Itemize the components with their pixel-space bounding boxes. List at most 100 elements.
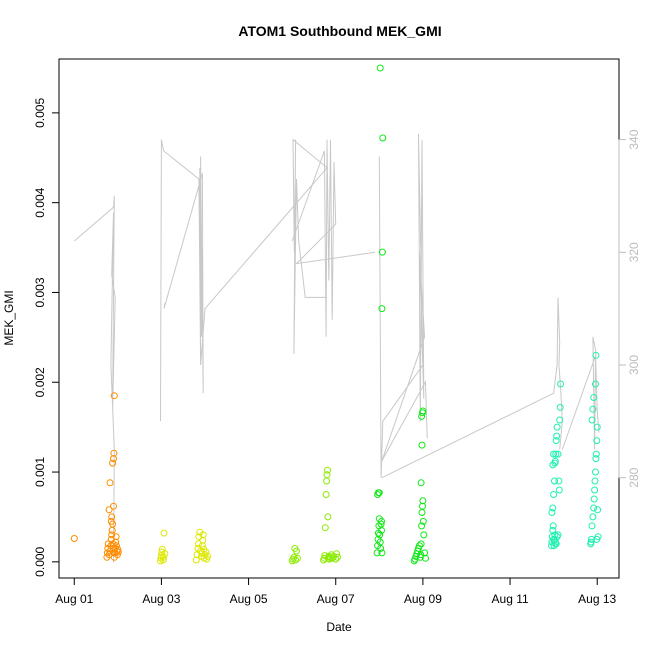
x-tick-label: Aug 05 xyxy=(230,592,268,606)
data-point xyxy=(552,450,560,458)
data-point xyxy=(417,551,425,559)
data-point xyxy=(377,544,385,552)
data-point xyxy=(323,471,331,479)
data-point xyxy=(556,403,564,411)
data-point xyxy=(417,479,425,487)
data-point xyxy=(589,513,597,521)
data-point xyxy=(550,542,558,550)
right-tick-label: 340 xyxy=(627,129,641,149)
y-tick-label: 0.005 xyxy=(33,98,47,128)
data-point xyxy=(109,459,117,467)
data-point xyxy=(418,522,426,530)
data-point xyxy=(113,542,120,550)
data-point xyxy=(378,305,386,313)
data-point xyxy=(591,486,599,494)
data-point xyxy=(418,509,426,516)
data-point xyxy=(328,554,336,562)
x-tick-label: Aug 03 xyxy=(142,592,180,606)
data-point xyxy=(593,437,601,445)
data-point xyxy=(378,517,385,525)
data-point xyxy=(106,479,114,487)
data-point xyxy=(549,526,557,534)
data-point xyxy=(421,549,429,557)
data-point xyxy=(160,529,168,537)
data-point xyxy=(554,531,562,539)
data-point xyxy=(199,536,207,544)
y-tick-label: 0.000 xyxy=(33,546,47,576)
data-point xyxy=(592,450,600,458)
data-point xyxy=(159,556,167,564)
data-point xyxy=(334,553,341,561)
data-point xyxy=(590,394,598,401)
data-point xyxy=(292,556,300,564)
data-point xyxy=(108,531,116,539)
data-point xyxy=(195,540,202,548)
data-point xyxy=(549,461,557,469)
data-point xyxy=(592,380,599,388)
data-point xyxy=(593,423,601,431)
x-tick-label: Aug 13 xyxy=(578,592,616,606)
x-tick-label: Aug 07 xyxy=(317,592,355,606)
data-point xyxy=(417,540,425,548)
y-tick-label: 0.001 xyxy=(33,457,47,487)
data-point xyxy=(379,134,387,142)
data-point xyxy=(192,556,200,564)
data-point xyxy=(549,504,557,512)
secondary-line-segment xyxy=(381,297,563,479)
data-point xyxy=(110,502,117,510)
data-point xyxy=(110,455,117,463)
data-point xyxy=(324,513,332,521)
data-point xyxy=(378,549,386,557)
data-point xyxy=(422,554,429,562)
data-point xyxy=(105,506,113,514)
data-point xyxy=(70,535,78,542)
data-point xyxy=(551,477,558,485)
data-point xyxy=(110,449,118,457)
data-point xyxy=(553,423,561,431)
data-point xyxy=(110,392,118,400)
secondary-line-segment xyxy=(291,139,376,337)
data-point xyxy=(592,468,599,476)
data-point xyxy=(588,416,596,424)
data-point xyxy=(114,548,122,556)
data-point xyxy=(590,495,598,503)
data-point xyxy=(323,477,331,485)
data-point xyxy=(554,450,562,458)
data-point xyxy=(378,248,386,256)
data-point xyxy=(419,407,427,415)
data-point xyxy=(332,555,340,563)
data-point xyxy=(373,549,381,557)
data-point xyxy=(589,405,597,413)
data-point xyxy=(553,432,561,440)
data-point xyxy=(419,517,427,525)
data-point xyxy=(198,542,206,550)
data-point xyxy=(551,531,559,539)
plot-frame xyxy=(58,58,620,579)
data-point xyxy=(552,437,560,445)
data-point xyxy=(112,533,120,541)
data-point xyxy=(327,551,335,559)
data-point xyxy=(160,553,168,561)
data-point xyxy=(195,533,203,541)
data-point xyxy=(161,550,169,558)
data-point xyxy=(419,502,426,510)
data-point xyxy=(324,466,331,474)
data-point xyxy=(321,524,329,532)
data-point xyxy=(378,526,385,534)
y-axis-right: 280 300 320 340 xyxy=(618,129,641,488)
data-point xyxy=(420,531,428,539)
secondary-line-segment xyxy=(160,139,204,422)
data-point xyxy=(199,531,207,539)
data-point xyxy=(594,506,602,514)
data-point xyxy=(548,542,555,550)
y-axis-left: 0.000 0.001 0.002 0.003 0.004 0.005 xyxy=(33,98,60,577)
data-point xyxy=(333,550,341,558)
x-tick-label: Aug 01 xyxy=(55,592,93,606)
data-point xyxy=(204,552,212,560)
data-point xyxy=(202,548,210,556)
data-point xyxy=(556,416,564,424)
data-point xyxy=(375,489,383,497)
data-point xyxy=(112,538,120,546)
data-point xyxy=(293,554,301,562)
